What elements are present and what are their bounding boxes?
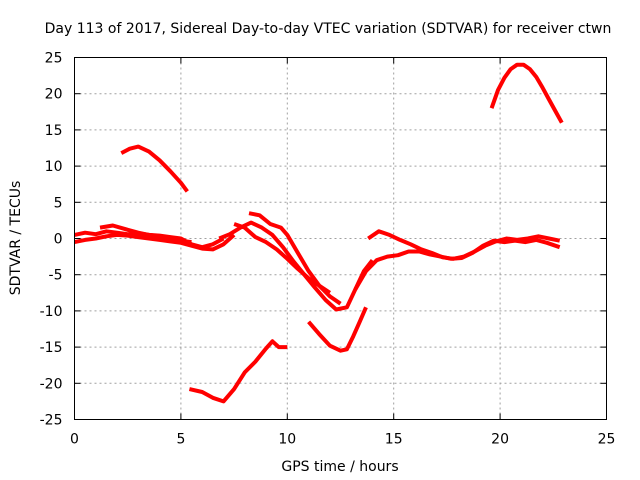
series-arc-i xyxy=(307,306,368,353)
grid xyxy=(74,57,607,420)
y-tick-label: 20 xyxy=(45,87,63,103)
x-tick-label: 5 xyxy=(176,432,185,448)
y-tick-label: -25 xyxy=(40,413,63,429)
series-arc-c xyxy=(99,223,192,245)
x-tick-label: 25 xyxy=(598,432,616,448)
y-tick-label: 10 xyxy=(45,159,63,175)
chart-title: Day 113 of 2017, Sidereal Day-to-day VTE… xyxy=(45,21,612,37)
y-tick-label: 5 xyxy=(54,195,63,211)
x-tick-label: 0 xyxy=(70,432,79,448)
y-tick-label: -5 xyxy=(49,268,63,284)
y-tick-label: 15 xyxy=(45,123,63,139)
y-tick-label: 25 xyxy=(45,51,63,67)
y-axis-label: SDTVAR / TECUs xyxy=(8,181,24,296)
series-arc-k xyxy=(353,237,561,291)
x-tick-label: 20 xyxy=(491,432,509,448)
x-axis-label: GPS time / hours xyxy=(281,459,398,475)
y-tick-label: -20 xyxy=(40,376,63,392)
series-arc-e xyxy=(188,339,288,404)
x-tick-label: 15 xyxy=(385,432,403,448)
axis-ticks: 0 5 10 15 20 25 -25 -20 -15 -10 -5 0 5 10 15 20 25 xyxy=(40,51,616,448)
x-tick-label: 10 xyxy=(278,432,296,448)
series-arc-l xyxy=(489,62,564,124)
y-tick-label: -15 xyxy=(40,340,63,356)
series-arc-d xyxy=(120,144,189,193)
data-series xyxy=(74,62,564,404)
series-arc-b xyxy=(74,232,236,252)
y-tick-label: 0 xyxy=(54,232,63,248)
series-arc-h xyxy=(233,222,332,295)
y-tick-label: -10 xyxy=(40,304,63,320)
